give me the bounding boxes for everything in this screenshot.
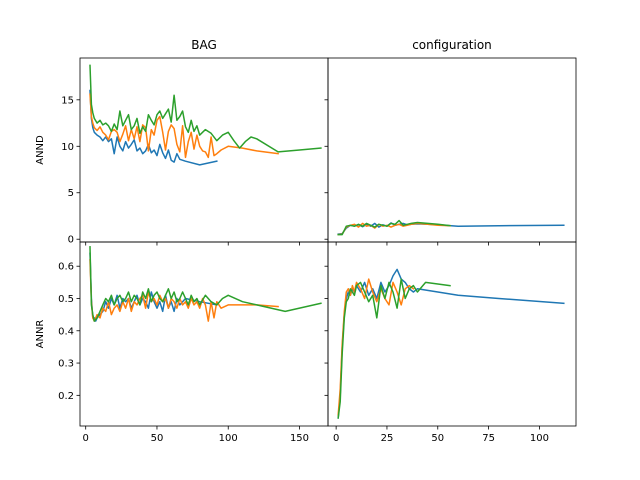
series-line-2 [337, 278, 415, 416]
x-tick-label: 0 [333, 433, 339, 444]
subplot-3: 0 50 100 150 0.2 0.3 0.4 0.5 0.6 ANNR [35, 241, 329, 444]
subplot-1: 0 5 10 15 BAG ANND [35, 38, 329, 246]
series-line-1 [337, 222, 565, 235]
y-axis-label: ANND [35, 135, 46, 165]
series-line-1 [89, 89, 218, 166]
y-tick-label: 10 [61, 142, 74, 153]
series-line-2 [89, 93, 279, 159]
series-line-3 [89, 64, 322, 153]
series-line-3 [89, 246, 322, 322]
subplot-title: configuration [412, 38, 492, 52]
x-tick-label: 50 [431, 433, 444, 444]
x-tick-label: 50 [151, 433, 164, 444]
subplot-title: BAG [191, 38, 217, 52]
y-tick-label: 0.5 [58, 294, 74, 305]
y-tick-label: 0.2 [58, 391, 74, 402]
y-tick-label: 15 [61, 95, 74, 106]
x-tick-label: 75 [482, 433, 495, 444]
x-tick-label: 100 [530, 433, 549, 444]
series-line-2 [89, 259, 279, 322]
x-tick-label: 150 [290, 433, 309, 444]
axes-frame [79, 241, 329, 427]
y-tick-label: 5 [68, 188, 74, 199]
x-tick-label: 0 [83, 433, 89, 444]
axes-frame [79, 57, 329, 243]
axes-frame [327, 241, 577, 427]
series-line-3 [337, 219, 451, 236]
y-tick-label: 0 [68, 235, 74, 246]
series-line-1 [89, 252, 218, 322]
series-line-2 [337, 222, 451, 236]
y-tick-label: 0.6 [58, 262, 74, 273]
series-line-1 [337, 268, 565, 419]
y-tick-label: 0.4 [58, 326, 74, 337]
x-tick-label: 100 [219, 433, 238, 444]
subplot-4: 0 25 50 75 100 [324, 241, 577, 444]
y-tick-label: 0.3 [58, 359, 74, 370]
x-tick-label: 25 [381, 433, 394, 444]
axes-frame [327, 57, 577, 243]
series-line-3 [337, 278, 451, 419]
y-axis-label: ANNR [35, 320, 46, 349]
subplot-2: configuration [324, 38, 577, 246]
